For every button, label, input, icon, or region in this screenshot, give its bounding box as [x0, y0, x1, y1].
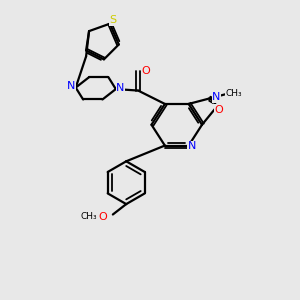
Text: O: O	[141, 66, 150, 76]
Text: N: N	[212, 92, 220, 102]
Text: N: N	[188, 141, 196, 151]
Text: N: N	[67, 81, 75, 91]
Text: S: S	[109, 15, 116, 25]
Text: O: O	[98, 212, 107, 222]
Text: CH₃: CH₃	[80, 212, 97, 221]
Text: O: O	[215, 105, 224, 115]
Text: N: N	[116, 82, 124, 93]
Text: CH₃: CH₃	[225, 89, 242, 98]
